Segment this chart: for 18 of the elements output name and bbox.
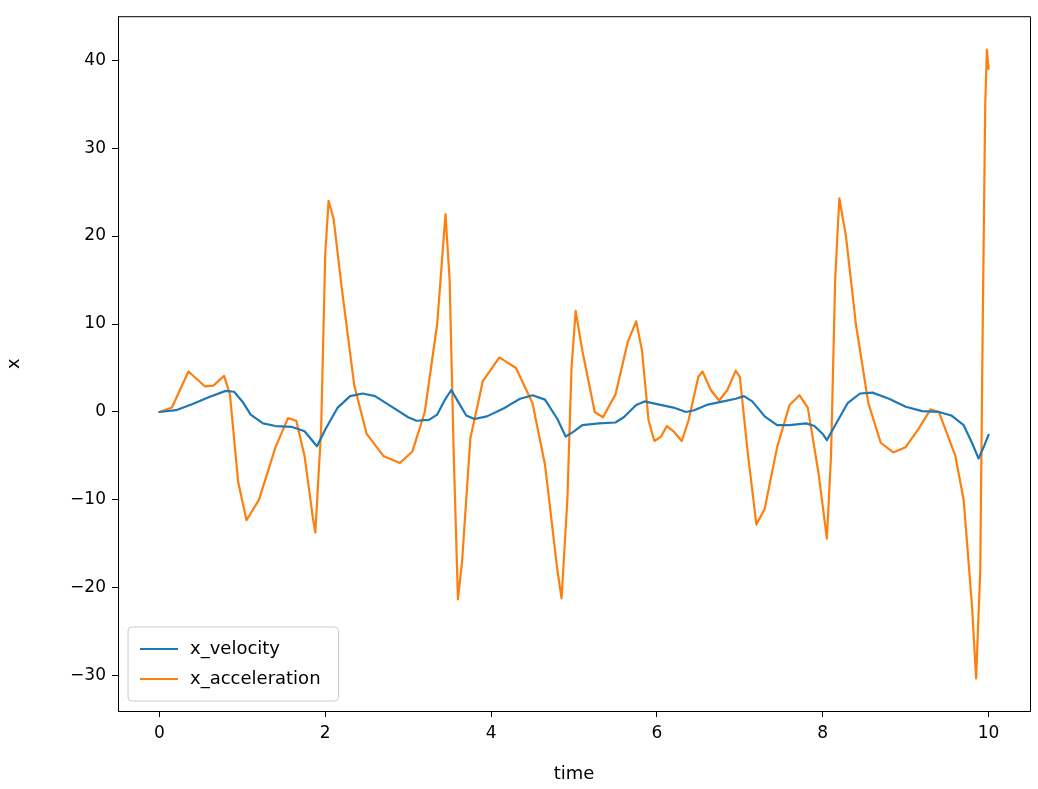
y-tick-label: 10	[84, 312, 106, 333]
y-tick-label: 0	[95, 400, 106, 421]
y-tick-label: 30	[84, 136, 106, 157]
x-tick-label: 0	[154, 721, 165, 742]
y-axis-title: x	[2, 357, 24, 369]
y-tick-label: −20	[70, 576, 106, 597]
x-tick-label: 4	[485, 721, 497, 742]
y-tick-label: −30	[70, 664, 106, 685]
y-tick-label: 40	[84, 48, 106, 69]
x-tick-label: 2	[319, 721, 331, 742]
x-axis-title: time	[553, 761, 595, 783]
y-tick-label: −10	[70, 488, 106, 509]
legend-label: x_velocity	[190, 636, 281, 659]
x-tick-label: 8	[817, 721, 829, 742]
x-tick-label: 10	[977, 721, 1000, 742]
legend-label: x_acceleration	[190, 666, 321, 689]
x-tick-label: 6	[651, 721, 663, 742]
y-tick-label: 20	[84, 224, 106, 245]
